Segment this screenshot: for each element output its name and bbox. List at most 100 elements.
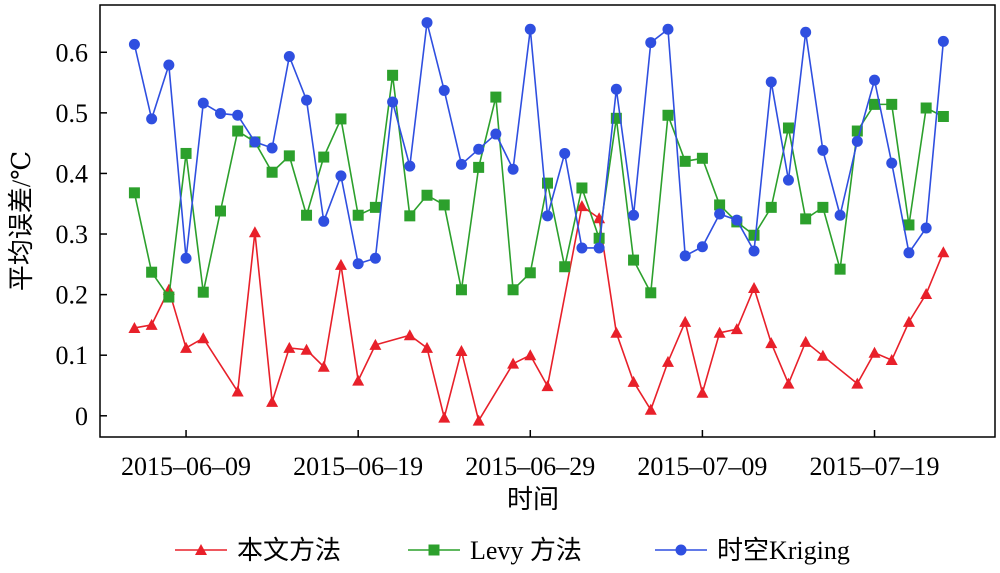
marker [197, 286, 209, 298]
marker [593, 232, 605, 244]
marker [937, 35, 949, 47]
marker [421, 341, 434, 353]
marker [335, 113, 347, 125]
marker [576, 182, 588, 194]
marker [765, 337, 778, 349]
marker [886, 98, 898, 110]
marker [800, 213, 812, 225]
marker [696, 241, 708, 253]
marker [403, 329, 416, 341]
marker [817, 201, 829, 213]
marker [920, 288, 933, 300]
x-tick-label: 2015–07–19 [810, 452, 940, 481]
x-tick-label: 2015–06–29 [465, 452, 595, 481]
marker [248, 226, 261, 238]
marker [490, 128, 502, 140]
marker [851, 377, 864, 389]
marker [266, 166, 278, 178]
marker [128, 187, 140, 199]
legend-marker [675, 544, 687, 556]
marker [575, 200, 588, 212]
marker [369, 252, 381, 264]
marker [679, 315, 692, 327]
marker [232, 109, 244, 121]
marker [524, 23, 536, 35]
marker [903, 219, 915, 231]
marker [730, 323, 743, 335]
marker [473, 143, 485, 155]
marker [249, 136, 261, 148]
marker [782, 174, 794, 186]
marker [438, 411, 451, 423]
marker [542, 210, 553, 222]
series-line [133, 75, 944, 300]
marker [490, 91, 502, 103]
marker [214, 107, 226, 119]
marker [163, 59, 175, 71]
marker [352, 374, 365, 386]
marker [524, 267, 536, 279]
marker [731, 214, 743, 226]
marker [851, 125, 863, 137]
x-tick-label: 2015–06–09 [121, 452, 251, 481]
marker [369, 201, 381, 213]
marker [765, 201, 777, 213]
marker [869, 74, 881, 86]
marker [696, 386, 709, 398]
marker [128, 321, 141, 333]
marker [851, 135, 863, 147]
marker [937, 110, 949, 122]
x-axis-label: 时间 [507, 485, 559, 514]
marker [886, 157, 898, 169]
legend-label: Levy 方法 [470, 536, 582, 565]
marker [266, 395, 279, 407]
marker [679, 250, 691, 262]
marker [232, 125, 244, 137]
marker [283, 341, 296, 353]
marker [300, 343, 313, 355]
marker [369, 338, 382, 350]
marker [455, 158, 467, 170]
y-tick-label: 0 [75, 402, 88, 431]
marker [318, 151, 330, 163]
marker [628, 254, 640, 266]
marker [387, 69, 399, 81]
marker [748, 245, 760, 257]
legend-label: 本文方法 [237, 536, 341, 565]
marker [662, 109, 674, 121]
marker [472, 414, 485, 426]
y-tick-label: 0.1 [56, 341, 89, 370]
marker [885, 354, 898, 366]
marker [404, 160, 416, 172]
marker [559, 147, 571, 159]
marker [163, 291, 175, 303]
marker [645, 37, 657, 49]
marker [593, 242, 605, 254]
marker [421, 17, 433, 29]
marker [782, 122, 794, 134]
marker [868, 346, 881, 358]
marker [542, 177, 553, 189]
marker [644, 403, 657, 415]
marker [748, 229, 760, 241]
marker [507, 357, 520, 369]
marker [627, 375, 640, 387]
x-tick-label: 2015–07–09 [637, 452, 767, 481]
marker [817, 144, 829, 156]
marker [421, 189, 433, 201]
marker [610, 83, 622, 95]
marker [799, 335, 812, 347]
marker [748, 281, 761, 293]
marker [438, 199, 450, 211]
marker [438, 84, 450, 96]
marker [903, 247, 915, 259]
marker [317, 360, 330, 372]
marker [713, 326, 726, 338]
marker [455, 344, 468, 356]
y-tick-label: 0.3 [56, 220, 89, 249]
marker [902, 315, 915, 327]
y-axis-label: 平均误差/℃ [7, 151, 36, 291]
marker [679, 155, 691, 167]
marker [507, 163, 519, 175]
marker [180, 341, 193, 353]
